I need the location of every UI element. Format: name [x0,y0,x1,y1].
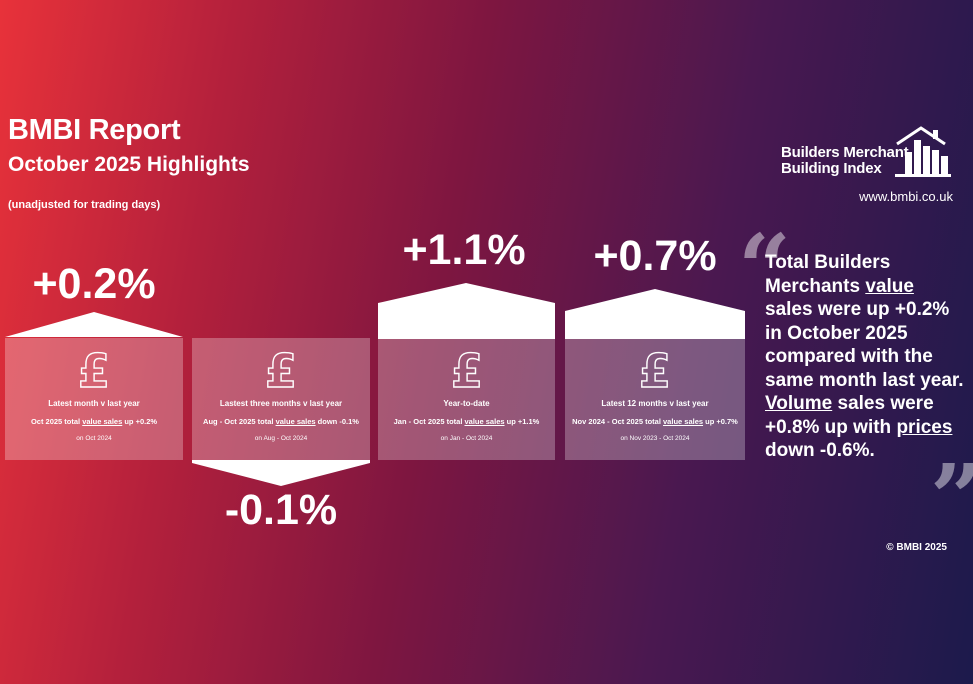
open-quote-icon: “ [738,214,791,322]
card-title: Lastest three months v last year [219,399,343,408]
pound-icon: £ [639,346,671,392]
up-arrow-shape [378,283,555,339]
svg-text:£: £ [265,346,297,392]
card-description: Aug - Oct 2025 total value sales down -0… [203,417,359,426]
card-year-to-date: £ Year-to-date Jan - Oct 2025 total valu… [378,338,555,460]
card-comparison: on Aug - Oct 2024 [254,435,308,442]
card-description: Oct 2025 total value sales up +0.2% [30,417,158,426]
card-latest-12-months: £ Latest 12 months v last year Nov 2024 … [565,338,745,460]
card-comparison: on Oct 2024 [76,435,112,442]
pound-icon: £ [78,346,110,392]
card-latest-month: £ Latest month v last year Oct 2025 tota… [5,338,183,460]
svg-text:£: £ [639,346,671,392]
change-latest-month: +0.2% [32,260,156,308]
copyright: © BMBI 2025 [886,542,947,553]
card-description: Jan - Oct 2025 total value sales up +1.1… [393,417,540,426]
report-note: (unadjusted for trading days) [8,199,161,211]
down-arrow-shape [192,460,370,486]
house-buildings-icon [895,126,951,177]
card-description: Nov 2024 - Oct 2025 total value sales up… [572,417,738,426]
summary-text: Total Builders Merchants value sales wer… [765,252,964,461]
website-link[interactable]: www.bmbi.co.uk [859,189,953,204]
card-three-months: £ Lastest three months v last year Aug -… [192,338,370,460]
svg-text:£: £ [451,346,483,392]
logo-line-1: Builders Merchant [781,144,909,161]
card-title: Latest month v last year [48,399,140,408]
change-three-months: -0.1% [224,486,338,534]
pound-icon: £ [451,346,483,392]
card-comparison: on Nov 2023 - Oct 2024 [620,435,690,442]
report-title: BMBI Report [8,114,181,146]
card-comparison: on Jan - Oct 2024 [440,435,493,442]
logo-line-2: Building Index [781,160,882,177]
logo-text: Builders Merchant Building Index [781,144,909,177]
change-latest-12-months: +0.7% [593,232,717,280]
pound-icon: £ [265,346,297,392]
svg-text:£: £ [78,346,110,392]
change-year-to-date: +1.1% [402,226,526,274]
card-title: Latest 12 months v last year [601,399,709,408]
report-subtitle: October 2025 Highlights [8,153,250,176]
card-title: Year-to-date [443,399,490,408]
bmbi-logo: Builders Merchant Building Index [781,126,951,178]
up-arrow-shape [565,289,745,339]
close-quote-icon: ” [930,452,973,544]
up-arrow-shape [5,312,183,337]
